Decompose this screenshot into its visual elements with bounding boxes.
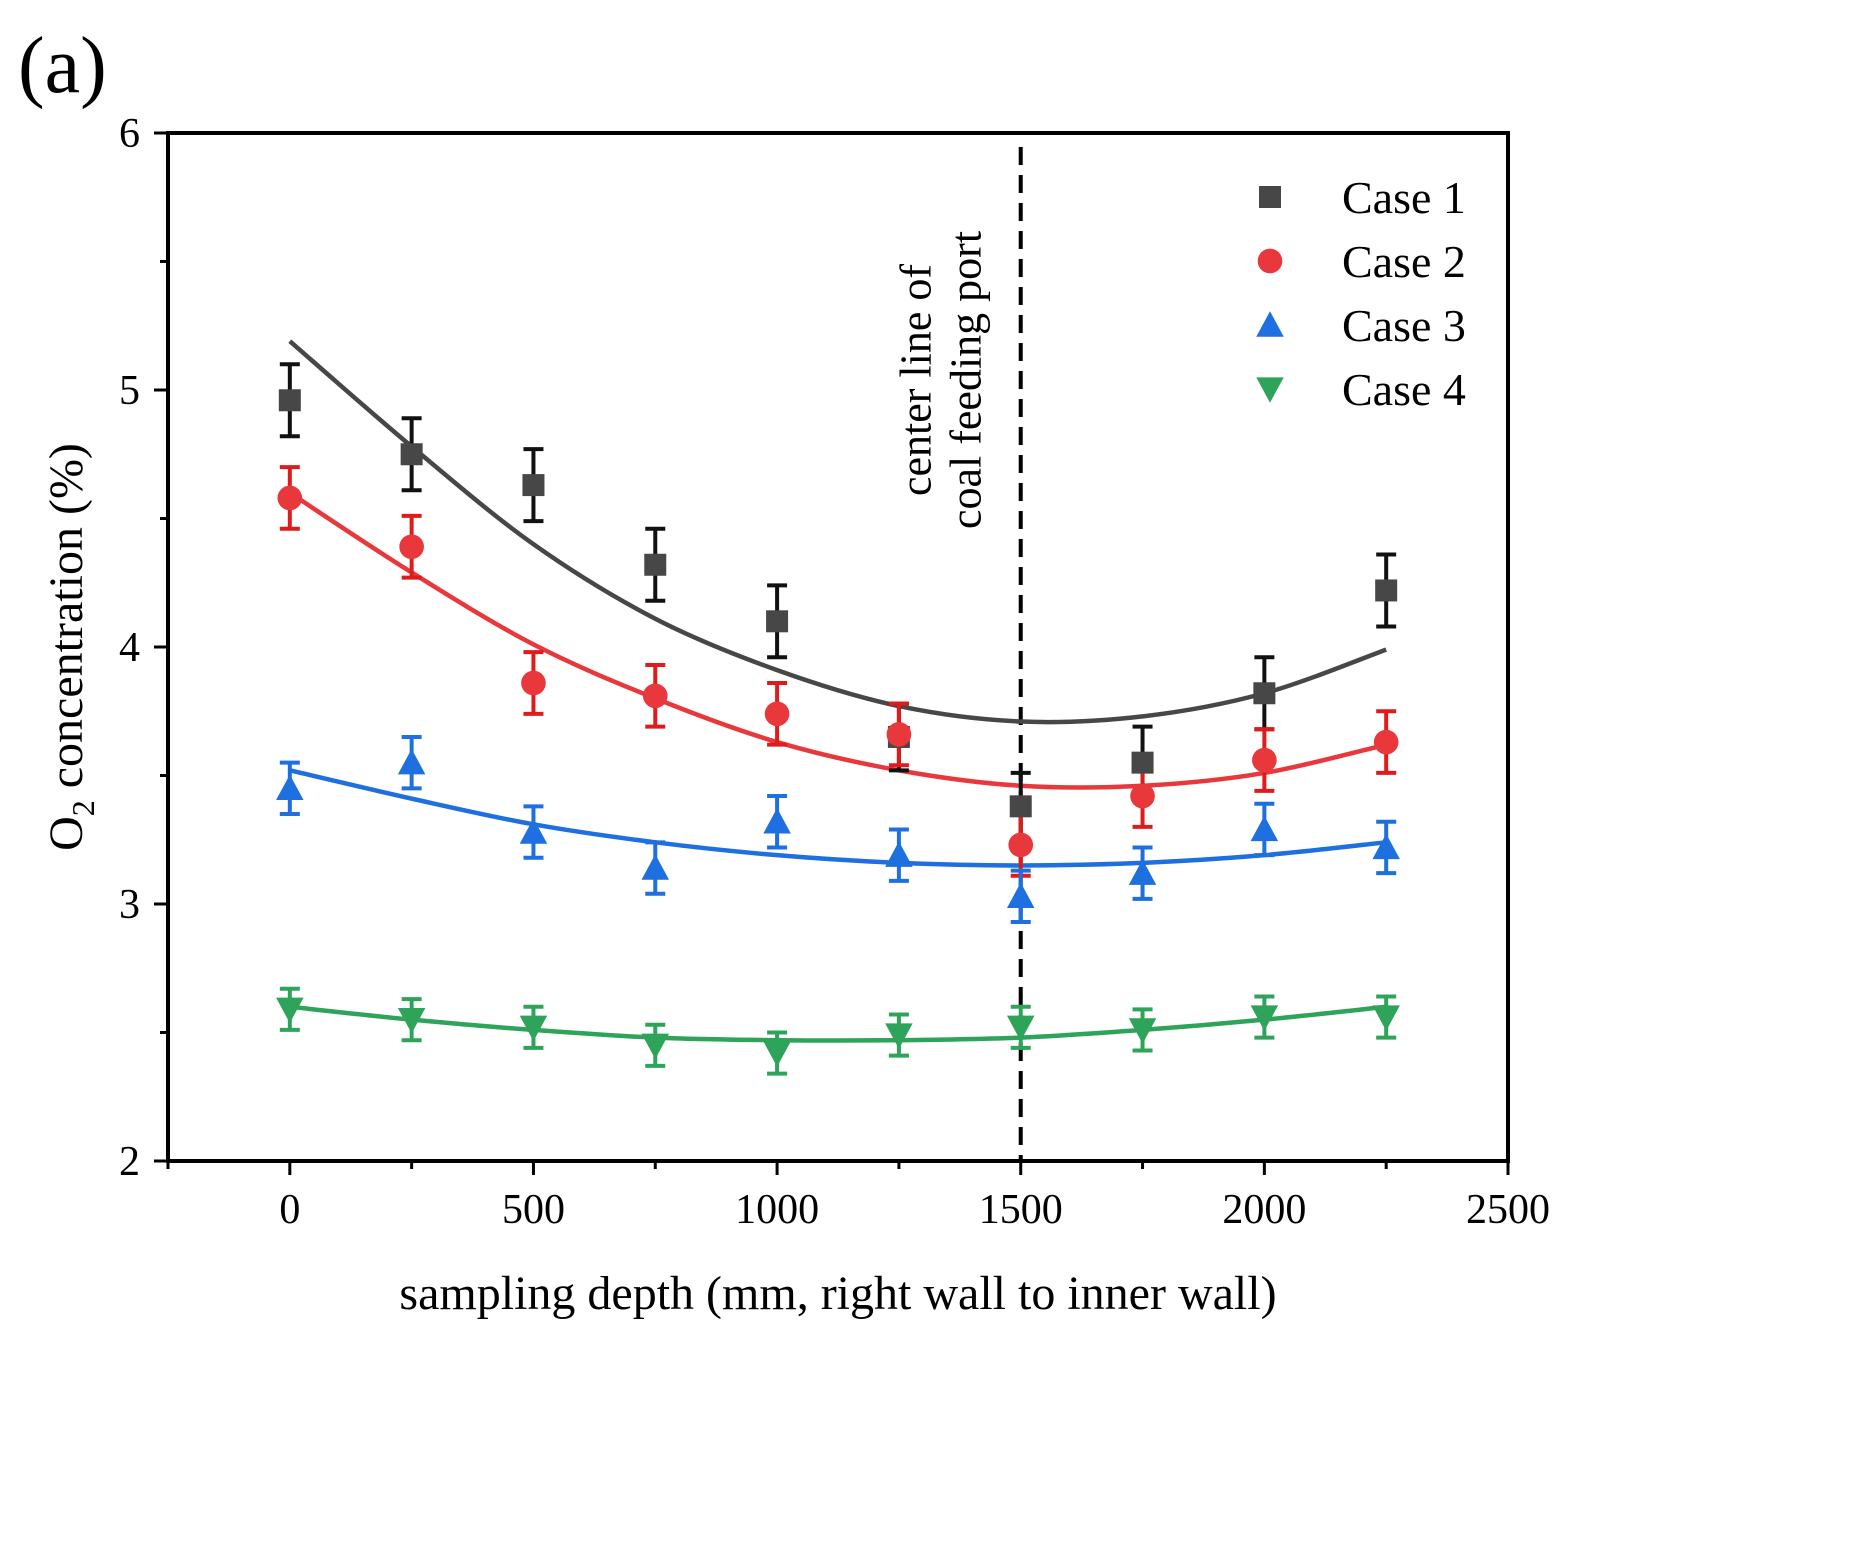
case-2-point (1008, 832, 1034, 858)
case-4-point (1250, 1005, 1279, 1031)
case-4-point (519, 1015, 548, 1042)
x-tick-label: 2000 (1222, 1187, 1306, 1233)
case-1-fit-line (288, 339, 1387, 725)
case-1-point (400, 443, 423, 466)
y-tick-label: 4 (119, 625, 140, 671)
case-1-point (1009, 795, 1032, 818)
case-4-legend-label: Case 4 (1342, 364, 1466, 415)
case-4-fit-line (289, 1004, 1387, 1043)
case-2-point (277, 485, 303, 511)
case-2-point (521, 670, 546, 696)
x-axis-title: sampling depth (mm, right wall to inner … (399, 1267, 1276, 1320)
center-line-label-line2: coal feeding port (942, 231, 991, 529)
case-1-legend-label: Case 1 (1342, 172, 1466, 223)
case-3-fit-line (289, 768, 1387, 868)
y-tick-label: 3 (119, 882, 140, 928)
case-2-legend-label: Case 2 (1342, 236, 1466, 287)
case-2-point (642, 683, 668, 709)
case-4-point (276, 997, 304, 1024)
x-tick-label: 500 (502, 1187, 565, 1233)
y-tick-label: 5 (119, 368, 140, 414)
case-2-point (399, 534, 424, 560)
case-3-point (1006, 882, 1035, 908)
case-1-point (1253, 682, 1276, 705)
case-4-point (397, 1007, 426, 1034)
case-2-legend-marker (1257, 248, 1283, 274)
case-2-point (1373, 729, 1399, 755)
y-axis-title-suffix: concentration (%) (40, 443, 93, 800)
y-axis-title-prefix: O (40, 816, 93, 851)
case-4-point (885, 1023, 913, 1049)
case-4-point (1128, 1018, 1157, 1044)
case-3-point (276, 774, 304, 801)
case-2-point (886, 722, 912, 747)
case-3-point (885, 841, 913, 867)
case-1-point (1131, 751, 1154, 774)
y-axis-title: O2 concentration (%) (40, 443, 101, 851)
case-1-point (1375, 579, 1398, 602)
y-axis-ticks: 2 3 4 5 6 (119, 111, 168, 1185)
case-4-point (641, 1033, 670, 1060)
fit-lines (288, 339, 1387, 1043)
case-4-point (1372, 1005, 1400, 1031)
case-3-legend-label: Case 3 (1342, 300, 1466, 351)
case-3-point (1250, 815, 1279, 842)
case-2-fit-line (288, 490, 1387, 790)
x-tick-label: 1000 (735, 1187, 819, 1233)
x-tick-label: 2500 (1466, 1187, 1550, 1233)
x-tick-label: 0 (279, 1187, 300, 1233)
x-tick-label: 1500 (979, 1187, 1063, 1233)
case-3-point (763, 808, 791, 834)
center-line-label-line1: center line of (892, 264, 941, 496)
case-2-point (1252, 747, 1277, 773)
x-axis-ticks: 0 500 1000 1500 2000 2500 (166, 1161, 1550, 1233)
case-1-point (766, 610, 789, 633)
y-axis-title-subscript: 2 (65, 800, 101, 816)
case-1-point (522, 474, 545, 497)
plot-frame (166, 131, 1510, 1163)
center-line-group: center line of coal feeding port (892, 147, 1023, 1161)
case-3-point (397, 748, 426, 775)
case-4-point (763, 1041, 791, 1067)
case-2-point (764, 701, 790, 727)
y-tick-label: 6 (119, 111, 140, 157)
case-3-point (519, 818, 548, 844)
error-bars (279, 362, 1397, 1076)
case-3-point (1128, 859, 1157, 885)
case-3-point (1372, 833, 1400, 860)
case-1-legend-marker (1259, 186, 1281, 208)
case-4-legend-marker (1256, 377, 1284, 403)
case-2-point (1130, 783, 1155, 809)
case-1-point (644, 553, 667, 576)
legend: Case 1 Case 2 Case 3 Case 4 (1256, 172, 1466, 415)
case-4-point (1006, 1015, 1035, 1042)
data-markers (276, 389, 1400, 1067)
y-tick-label: 2 (119, 1139, 140, 1185)
case-1-point (278, 389, 301, 412)
case-3-legend-marker (1256, 311, 1284, 337)
case-3-point (641, 854, 670, 880)
panel-label: (a) (18, 22, 107, 110)
